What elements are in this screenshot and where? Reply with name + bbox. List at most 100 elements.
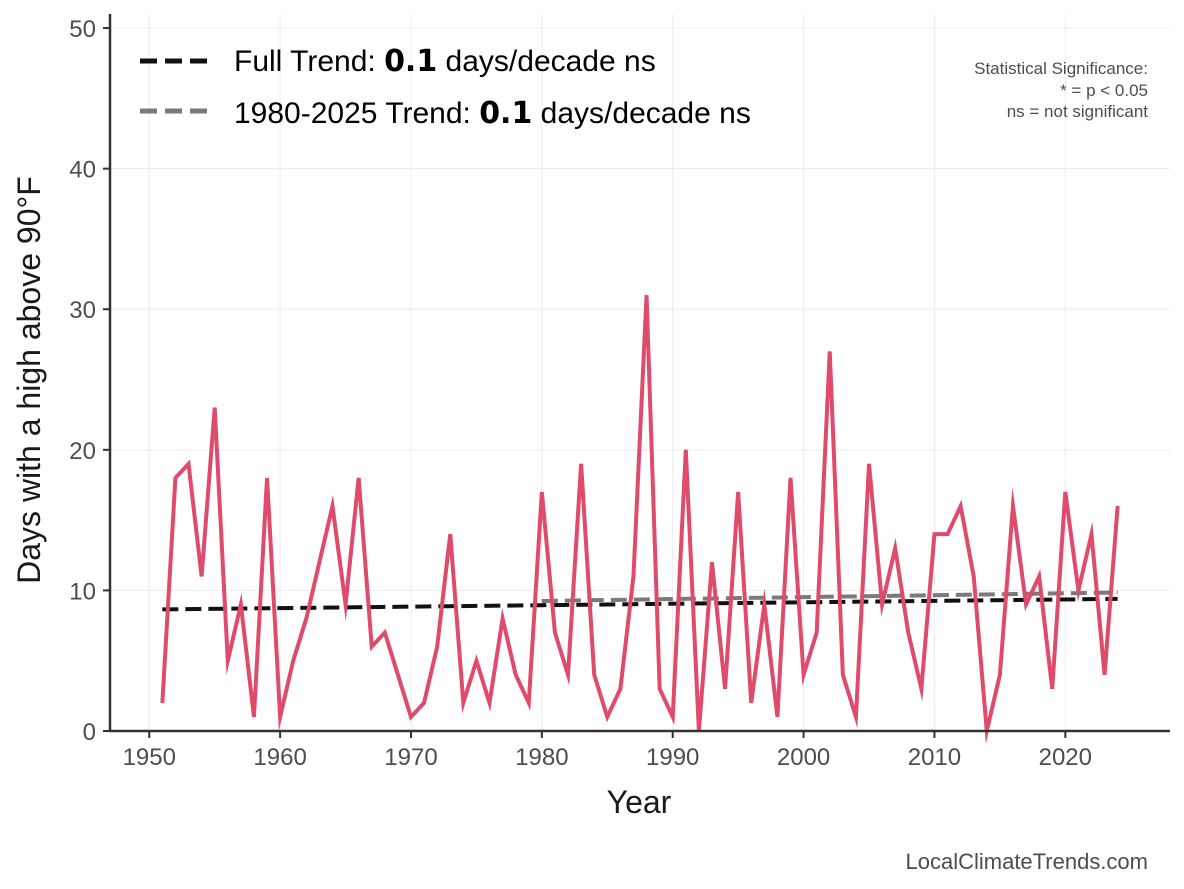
legend-suffix: days/decade ns: [532, 97, 750, 130]
data-point: [423, 702, 425, 704]
data-point: [646, 294, 648, 296]
data-point: [188, 463, 190, 465]
data-point: [318, 561, 320, 563]
significance-note: Statistical Significance: * = p < 0.05 n…: [974, 59, 1148, 121]
data-point: [384, 632, 386, 634]
data-point: [1025, 603, 1027, 605]
data-point: [345, 603, 347, 605]
legend: Full Trend: 0.1 days/decade ns 1980-2025…: [140, 44, 751, 131]
data-point: [881, 603, 883, 605]
data-point: [1051, 688, 1053, 690]
data-point: [528, 702, 530, 704]
data-point: [920, 688, 922, 690]
data-point: [933, 533, 935, 535]
y-tick-label: 30: [69, 297, 96, 324]
data-point: [358, 477, 360, 479]
data-point: [292, 660, 294, 662]
data-point: [907, 632, 909, 634]
legend-label-full-trend: Full Trend: 0.1 days/decade ns: [234, 44, 656, 79]
significance-note-p: * = p < 0.05: [1060, 81, 1148, 100]
data-point: [685, 449, 687, 451]
significance-note-ns: ns = not significant: [1007, 102, 1149, 121]
data-point: [829, 350, 831, 352]
data-point: [541, 491, 543, 493]
data-point: [567, 674, 569, 676]
data-point: [253, 716, 255, 718]
y-tick-label: 10: [69, 578, 96, 605]
x-tick-label: 1950: [123, 744, 176, 771]
data-point: [279, 716, 281, 718]
data-point: [750, 702, 752, 704]
y-tick-label: 0: [83, 719, 96, 746]
data-point: [331, 505, 333, 507]
data-point: [554, 632, 556, 634]
data-point: [960, 505, 962, 507]
data-point: [855, 716, 857, 718]
data-point: [894, 547, 896, 549]
data-point: [475, 660, 477, 662]
data-point: [580, 463, 582, 465]
data-point: [1038, 575, 1040, 577]
data-point: [1064, 491, 1066, 493]
data-point: [266, 477, 268, 479]
data-point: [174, 477, 176, 479]
x-axis-title: Year: [607, 784, 672, 820]
data-point: [868, 463, 870, 465]
recent-trend-line: [541, 590, 1118, 603]
legend-value: 0.1: [384, 44, 437, 79]
data-point: [593, 674, 595, 676]
legend-prefix: Full Trend:: [234, 45, 384, 78]
legend-value: 0.1: [479, 96, 532, 131]
data-point: [436, 646, 438, 648]
data-point: [803, 674, 805, 676]
data-point: [305, 618, 307, 620]
x-tick-label: 2010: [908, 744, 961, 771]
source-credit: LocalClimateTrends.com: [906, 849, 1149, 874]
data-point: [410, 716, 412, 718]
data-point: [201, 575, 203, 577]
data-point: [606, 716, 608, 718]
data-point: [763, 603, 765, 605]
data-point: [973, 575, 975, 577]
data-point: [449, 533, 451, 535]
data-point: [1117, 505, 1119, 507]
data-point: [659, 688, 661, 690]
axes: [103, 14, 1170, 738]
data-point: [776, 716, 778, 718]
data-point: [1012, 505, 1014, 507]
series-layer: [160, 294, 1120, 744]
y-axis-title: Days with a high above 90°F: [11, 176, 47, 584]
legend-suffix: days/decade ns: [437, 45, 655, 78]
data-point: [161, 702, 163, 704]
data-point: [397, 674, 399, 676]
series-line-days-above-90: [160, 295, 1120, 744]
data-point: [842, 674, 844, 676]
data-point: [1090, 533, 1092, 535]
data-point: [619, 688, 621, 690]
y-tick-label: 20: [69, 438, 96, 465]
x-tick-label: 1970: [384, 744, 437, 771]
data-point: [816, 632, 818, 634]
data-point: [672, 716, 674, 718]
x-tick-label: 2020: [1039, 744, 1092, 771]
data-point: [947, 533, 949, 535]
data-point: [240, 603, 242, 605]
legend-prefix: 1980-2025 Trend:: [234, 97, 479, 130]
x-tick-label: 2000: [777, 744, 830, 771]
data-point: [999, 674, 1001, 676]
x-tick-label: 1990: [646, 744, 699, 771]
legend-label-recent-trend: 1980-2025 Trend: 0.1 days/decade ns: [234, 96, 751, 131]
x-tick-label: 1980: [515, 744, 568, 771]
data-point: [1104, 674, 1106, 676]
full-trend-line: [162, 596, 1118, 612]
data-point: [789, 477, 791, 479]
trend-lines: [162, 590, 1118, 612]
tick-labels: 1950 1960 1970 1980 1990 2000 2010 2020 0 10 20 30 4…: [69, 16, 1092, 771]
y-tick-label: 50: [69, 16, 96, 43]
data-point: [711, 561, 713, 563]
data-point: [489, 702, 491, 704]
data-point: [462, 702, 464, 704]
data-point: [632, 575, 634, 577]
data-point: [502, 618, 504, 620]
